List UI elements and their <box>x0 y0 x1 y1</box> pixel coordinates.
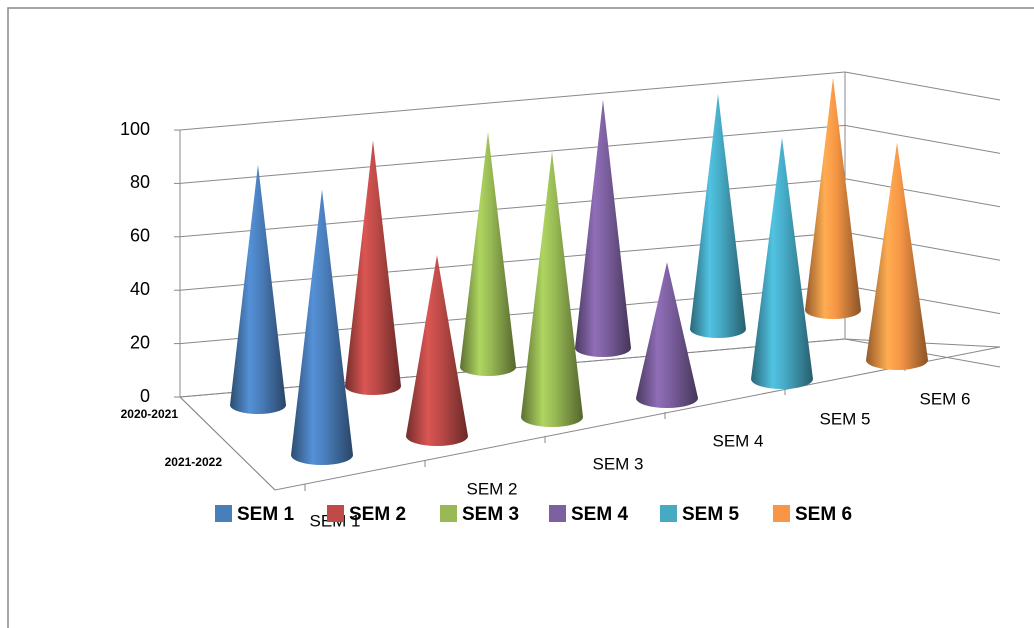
legend-label: SEM 6 <box>795 504 852 525</box>
x-tick-label: SEM 6 <box>919 389 970 408</box>
grid-line <box>179 71 846 131</box>
cone <box>230 164 286 414</box>
y-tick-label: 60 <box>130 226 150 246</box>
x-tick-label: SEM 4 <box>712 431 763 450</box>
x-tick-label: SEM 3 <box>592 454 643 473</box>
grid-line <box>844 285 1001 315</box>
depth-tick-label: 2020-2021 <box>121 407 179 421</box>
legend-label: SEM 4 <box>571 504 628 525</box>
cone <box>805 77 861 320</box>
legend-label: SEM 1 <box>237 504 294 525</box>
legend-swatch <box>549 505 566 522</box>
legend-swatch <box>660 505 677 522</box>
legend-swatch <box>440 505 457 522</box>
cone <box>636 262 698 408</box>
grid-line <box>179 124 846 184</box>
legend-label: SEM 3 <box>462 504 519 525</box>
grid-line <box>844 178 1001 208</box>
grid-line <box>844 231 1001 261</box>
depth-tick-label: 2021-2022 <box>165 455 223 469</box>
cone <box>751 137 813 389</box>
x-tick-label: SEM 2 <box>466 479 517 498</box>
legend-swatch <box>215 505 232 522</box>
x-tick-label: SEM 5 <box>819 409 870 428</box>
chart-frame <box>7 7 1034 628</box>
cone <box>291 189 353 466</box>
grid-line <box>844 124 1001 154</box>
y-tick-label: 100 <box>120 119 150 139</box>
y-tick-label: 80 <box>130 172 150 192</box>
cone <box>866 142 928 370</box>
cone <box>406 254 468 446</box>
cone <box>575 99 631 357</box>
legend-swatch <box>773 505 790 522</box>
cone <box>460 132 516 376</box>
legend-label: SEM 2 <box>349 504 406 525</box>
cone <box>521 151 583 428</box>
y-tick-label: 0 <box>140 386 150 406</box>
grid-line <box>179 178 846 238</box>
depth-axis <box>179 396 276 491</box>
y-tick-label: 40 <box>130 279 150 299</box>
cone <box>690 94 746 338</box>
grid-line <box>844 71 1001 101</box>
y-tick-label: 20 <box>130 332 150 352</box>
cone <box>345 140 401 395</box>
legend-label: SEM 5 <box>682 504 739 525</box>
legend-swatch <box>327 505 344 522</box>
